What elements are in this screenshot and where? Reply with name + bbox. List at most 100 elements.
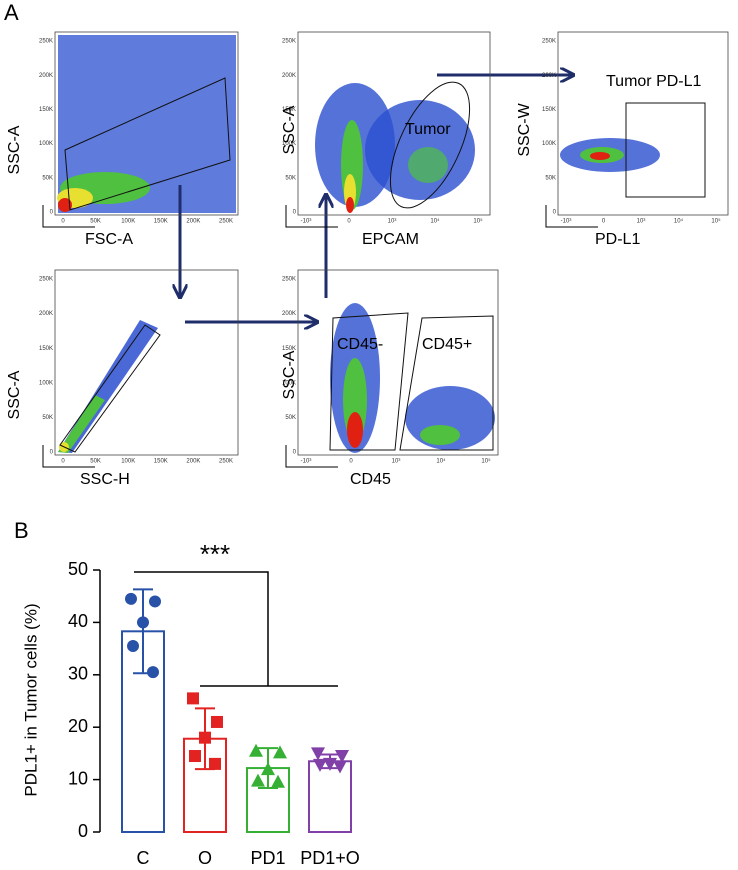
data-point — [251, 773, 265, 787]
data-point — [249, 743, 263, 757]
data-point — [335, 750, 349, 764]
y-axis-label: SSC-A — [6, 125, 23, 174]
x-tick-label: -10³ — [301, 219, 312, 225]
x-tick-label: 10⁴ — [430, 218, 440, 225]
x-tick-label: O — [198, 848, 212, 868]
significance-bracket — [134, 571, 338, 687]
gate-label: Tumor — [405, 121, 451, 138]
y-tick-label: 100K — [282, 380, 296, 386]
y-tick-label: 150K — [282, 107, 296, 113]
y-axis-label: SSC-W — [516, 102, 533, 156]
plot-frame — [557, 31, 729, 216]
x-tick-label: 10⁵ — [473, 218, 483, 225]
x-tick-label: 150K — [154, 219, 168, 225]
y-tick-label: 100K — [39, 380, 53, 386]
data-point — [313, 758, 327, 772]
axis-bracket — [285, 445, 338, 468]
gate-label: Tumor PD-L1 — [606, 73, 702, 90]
y-tick-label: 150K — [39, 107, 53, 113]
y-tick-label: 30 — [68, 664, 88, 684]
axis-bracket — [545, 205, 598, 228]
plot-frame — [54, 269, 239, 456]
x-tick-label: 10³ — [392, 459, 401, 465]
y-tick-label: 200K — [39, 311, 53, 317]
data-point — [147, 666, 159, 679]
x-tick-label: 200K — [186, 459, 200, 465]
y-tick-label: 50 — [68, 559, 88, 579]
plot-frame — [54, 31, 239, 216]
x-tick-label: 200K — [186, 219, 200, 225]
x-tick-label: 0 — [347, 219, 351, 225]
data-point — [137, 616, 149, 629]
data-point — [199, 731, 211, 744]
x-tick-label: 10⁴ — [674, 218, 684, 225]
flow-arrows — [180, 75, 572, 322]
y-tick-label: 0 — [293, 450, 297, 456]
density-cloud — [329, 303, 495, 453]
axis-bracket — [42, 205, 95, 228]
data-point — [273, 745, 287, 759]
data-point — [333, 760, 347, 774]
x-tick-label: 50K — [90, 459, 101, 465]
x-tick-label: C — [137, 848, 150, 868]
y-tick-label: 150K — [282, 346, 296, 352]
data-point — [187, 692, 199, 705]
x-tick-label: 10⁴ — [436, 458, 446, 465]
y-tick-label: 0 — [50, 450, 54, 456]
x-tick-label: 0 — [349, 459, 353, 465]
x-tick-label: 150K — [154, 459, 168, 465]
y-tick-label: 150K — [542, 107, 556, 113]
y-tick-label: 10 — [68, 768, 88, 788]
gate-label: CD45+ — [422, 336, 472, 353]
x-tick-label: 50K — [90, 219, 101, 225]
y-tick-label: 100K — [542, 141, 556, 147]
y-axis-label: SSC-A — [6, 370, 23, 419]
x-tick-label: 10³ — [388, 219, 397, 225]
x-tick-label: PD1 — [250, 848, 285, 868]
density-cloud — [315, 81, 475, 213]
density-cloud — [57, 35, 236, 213]
data-point — [211, 715, 223, 728]
x-axis-label: EPCAM — [362, 231, 419, 248]
x-tick-label: 0 — [61, 459, 65, 465]
x-tick-label: 10⁵ — [711, 218, 721, 225]
axis-bracket — [42, 445, 95, 468]
x-axis-label: FSC-A — [85, 231, 133, 248]
y-tick-label: 250K — [39, 277, 53, 283]
y-tick-label: 250K — [282, 277, 296, 283]
x-tick-label: -10³ — [301, 459, 312, 465]
y-tick-label: 0 — [78, 821, 88, 841]
x-axis-label: SSC-H — [80, 471, 130, 488]
y-tick-label: 200K — [282, 311, 296, 317]
data-point — [125, 592, 137, 605]
y-tick-label: 50K — [42, 175, 53, 181]
x-tick-label: 250K — [219, 459, 233, 465]
x-axis-label: PD-L1 — [595, 231, 640, 248]
data-point — [311, 747, 325, 761]
y-tick-label: 250K — [39, 39, 53, 45]
y-axis-label: SSC-A — [281, 350, 298, 399]
y-tick-label: 40 — [68, 611, 88, 631]
panel-label: B — [14, 518, 29, 543]
plot-frame — [297, 269, 499, 456]
density-cloud — [58, 320, 161, 453]
data-point — [209, 757, 221, 770]
y-tick-label: 50K — [285, 415, 296, 421]
y-tick-label: 20 — [68, 716, 88, 736]
x-tick-label: 0 — [602, 219, 606, 225]
y-tick-label: 0 — [553, 210, 557, 216]
x-tick-label: 0 — [61, 219, 65, 225]
plot-frame — [297, 31, 491, 216]
y-tick-label: 100K — [282, 141, 296, 147]
y-tick-label: 0 — [50, 210, 54, 216]
y-tick-label: 200K — [39, 73, 53, 79]
x-tick-label: 100K — [121, 459, 135, 465]
y-tick-label: 200K — [542, 73, 556, 79]
y-tick-label: 250K — [542, 39, 556, 45]
x-tick-label: 10³ — [637, 219, 646, 225]
x-tick-label: 10⁵ — [481, 458, 491, 465]
y-tick-label: 250K — [282, 39, 296, 45]
y-tick-label: 100K — [39, 141, 53, 147]
y-tick-label: 50K — [285, 175, 296, 181]
